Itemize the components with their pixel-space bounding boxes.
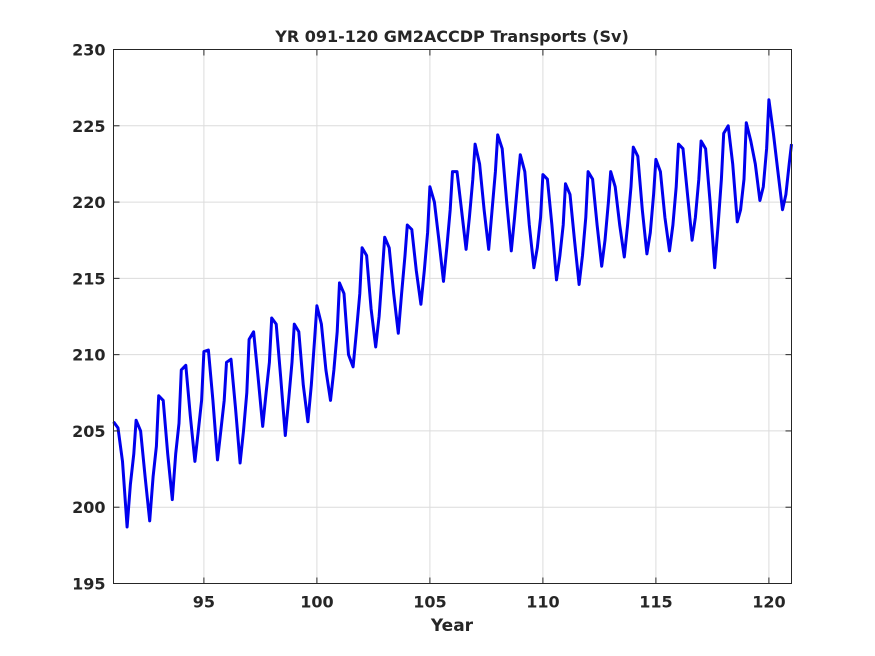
y-tick-label: 215: [72, 269, 105, 288]
series-lines: [112, 98, 793, 529]
grid-lines: [113, 49, 792, 584]
y-tick-label: 225: [72, 117, 105, 136]
y-tick-label: 195: [72, 575, 105, 594]
y-tick-label: 200: [72, 498, 105, 517]
series-line: [112, 98, 793, 529]
y-tick-label: 210: [72, 346, 105, 365]
x-tick-label: 120: [752, 593, 785, 612]
x-axis-label: Year: [430, 616, 474, 636]
axis-ticks: 95 100 105 110 115 120 195 200 205 210 215 220 225 23…: [72, 41, 792, 612]
x-tick-label: 100: [300, 593, 333, 612]
x-tick-label: 95: [193, 593, 215, 612]
x-tick-label: 110: [526, 593, 559, 612]
y-tick-label: 205: [72, 422, 105, 441]
x-tick-label: 115: [639, 593, 672, 612]
y-tick-label: 220: [72, 193, 105, 212]
x-tick-label: 105: [413, 593, 446, 612]
y-tick-label: 230: [72, 41, 105, 60]
chart-title: YR 091-120 GM2ACCDP Transports (Sv): [274, 27, 629, 46]
plot-frame: [113, 49, 792, 584]
